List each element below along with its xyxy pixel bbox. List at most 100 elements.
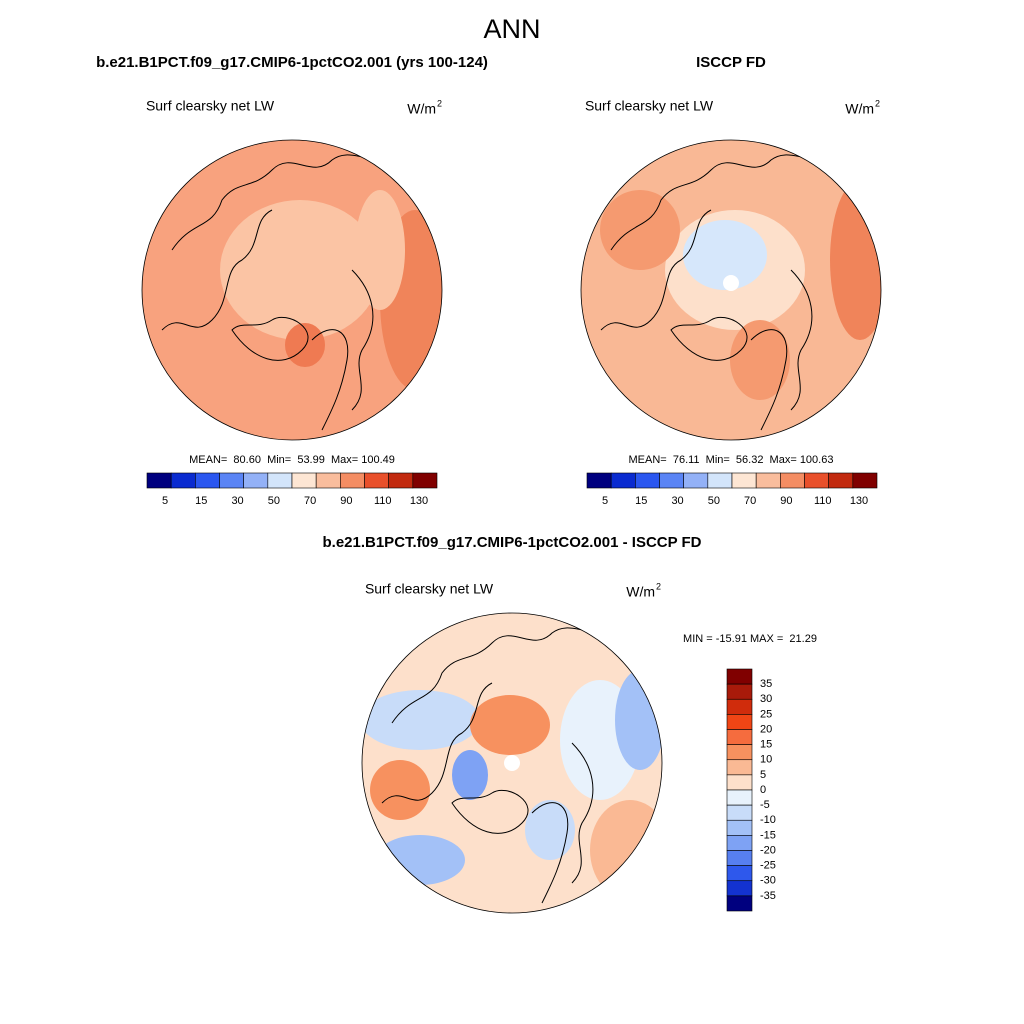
colorbar-label: 30 (671, 495, 683, 507)
colorbar-label: 130 (850, 495, 868, 507)
colorbar-box (726, 789, 753, 806)
colorbar-box (726, 850, 753, 866)
colorbar-box (315, 472, 341, 489)
colorbar-label: 5 (602, 495, 608, 507)
colorbar-label: -5 (760, 799, 770, 811)
colorbar-box (243, 472, 269, 489)
colorbar-box (726, 729, 753, 745)
colorbar-box (852, 472, 878, 489)
map-border (141, 139, 443, 441)
map-panel-2 (581, 140, 881, 440)
colorbar-box (586, 472, 612, 489)
colorbar-label: 70 (744, 495, 756, 507)
map-fill (370, 760, 430, 820)
units-superscript: 2 (437, 98, 442, 108)
colorbar-box (267, 472, 293, 489)
map-border (580, 139, 882, 441)
colorbar-label: 30 (231, 495, 243, 507)
colorbar-box (412, 472, 438, 489)
colorbar-box (659, 472, 684, 489)
colorbar-label: 5 (162, 495, 168, 507)
colorbar-box (219, 472, 244, 489)
colorbar-box (726, 759, 753, 776)
figure-title: ANN (483, 14, 540, 44)
map-border (361, 612, 663, 914)
panel-title: b.e21.B1PCT.f09_g17.CMIP6-1pctCO2.001 - … (322, 534, 701, 551)
field-name: Surf clearsky net LW (585, 98, 714, 114)
colorbar-box (388, 472, 414, 489)
missing-data (723, 275, 739, 291)
stats: MEAN= 76.11 Min= 56.32 Max= 100.63 (629, 454, 834, 466)
field-name: Surf clearsky net LW (365, 581, 494, 597)
colorbar-label: -35 (760, 890, 776, 902)
map-difference (362, 613, 662, 913)
colorbar-box (726, 698, 753, 715)
colorbar-box (726, 895, 753, 912)
colorbar-box (726, 804, 753, 821)
colorbar-box (780, 472, 805, 489)
colorbar-label: -15 (760, 829, 776, 841)
colorbar-label: 20 (760, 723, 772, 735)
colorbar-box (731, 472, 757, 489)
map-fill (525, 800, 575, 860)
colorbar-box (364, 472, 389, 489)
map-fill (590, 800, 662, 900)
map-panel-1 (142, 140, 442, 440)
map-fill (600, 190, 680, 270)
panel-title: ISCCP FD (696, 54, 766, 71)
colorbar-label: 25 (760, 708, 772, 720)
colorbar-box (340, 472, 365, 489)
map-fill (355, 190, 405, 310)
colorbar-label: 30 (760, 693, 772, 705)
colorbar-label: 15 (760, 739, 772, 751)
colorbar-box (635, 472, 660, 489)
colorbar-label: 10 (760, 754, 772, 766)
colorbar-box (828, 472, 854, 489)
colorbar-box (683, 472, 709, 489)
colorbar-label: 5 (760, 769, 766, 781)
missing-data (504, 755, 520, 771)
colorbar-box (146, 472, 172, 489)
colorbar-label: 110 (374, 495, 392, 507)
units-superscript: 2 (875, 98, 880, 108)
colorbar-box (291, 472, 317, 489)
colorbar-label: 110 (814, 495, 832, 507)
colorbar-label: 90 (340, 495, 352, 507)
colorbar-label: 15 (195, 495, 207, 507)
colorbar-label: 130 (410, 495, 428, 507)
colorbar-box (610, 472, 636, 489)
colorbar-box (726, 865, 753, 882)
units: W/m (845, 101, 874, 117)
colorbar-box (726, 744, 753, 761)
colorbar-label: -30 (760, 875, 776, 887)
colorbar-box (170, 472, 196, 489)
colorbar-box (726, 819, 753, 836)
colorbar-label: -25 (760, 860, 776, 872)
colorbar-label: 70 (304, 495, 316, 507)
colorbar-box (726, 880, 753, 897)
colorbar-box (755, 472, 781, 489)
units-superscript: 2 (656, 581, 661, 591)
colorbar-box (726, 683, 753, 700)
map-fill (470, 695, 550, 755)
map-fill (362, 690, 480, 750)
stats: MIN = -15.91 MAX = 21.29 (683, 633, 817, 645)
colorbar-label: 50 (708, 495, 720, 507)
panel-title: b.e21.B1PCT.f09_g17.CMIP6-1pctCO2.001 (y… (96, 54, 488, 71)
colorbar-box (707, 472, 733, 489)
map-fill (830, 180, 881, 340)
colorbar-label: 15 (635, 495, 647, 507)
map-fill (285, 323, 325, 367)
colorbar-label: -10 (760, 814, 776, 826)
colorbar-label: 0 (760, 784, 766, 796)
colorbar-label: 35 (760, 678, 772, 690)
colorbar-label: -20 (760, 844, 776, 856)
field-name: Surf clearsky net LW (146, 98, 275, 114)
map-fill (683, 220, 767, 290)
colorbar-label: 50 (268, 495, 280, 507)
map-fill (220, 200, 380, 340)
colorbar-label: 90 (780, 495, 792, 507)
map-fill (730, 320, 790, 400)
